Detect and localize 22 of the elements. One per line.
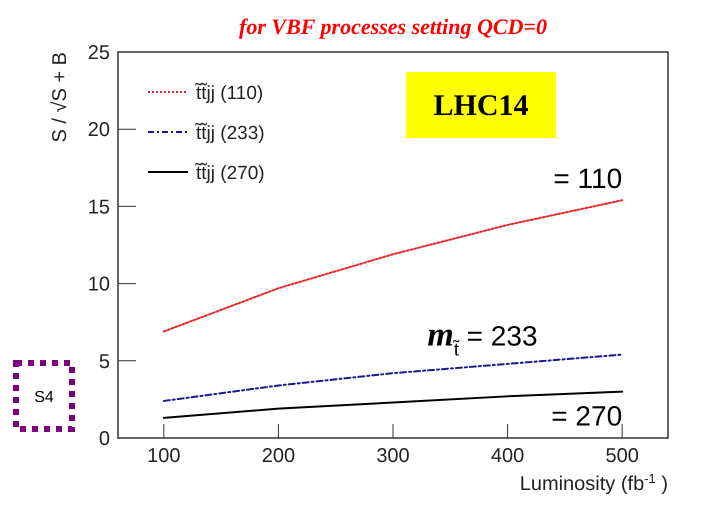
y-tick-label: 15 [88,196,110,218]
x-tick-label: 300 [376,445,410,467]
legend-label: t̃t̃jj (270) [194,162,265,184]
y-axis-title: S / √S + B [49,52,71,142]
chart-title: for VBF processes setting QCD=0 [239,14,547,39]
y-tick-label: 10 [88,274,110,296]
annotation: = 270 [551,400,622,432]
text: S4 [34,389,54,406]
annotation: LHC14 [433,89,529,122]
x-tick-label: 100 [147,445,181,467]
x-axis-title: Luminosity (fb$^{-1}$) [520,470,668,495]
x-tick-label: 400 [490,445,524,467]
y-tick-label: 20 [88,119,110,142]
annotation: = 110 [553,163,622,194]
x-tick-label: 500 [605,445,639,467]
y-tick-label: 5 [98,350,110,373]
legend-label: t̃t̃jj (110) [194,82,264,104]
x-tick-label: 200 [262,445,296,467]
y-tick-label: 0 [98,428,110,450]
annotation: m$_{t̃}$ = 233 [427,316,538,360]
y-tick-label: 25 [88,42,110,64]
legend-label: t̃t̃jj (233) [194,122,265,144]
